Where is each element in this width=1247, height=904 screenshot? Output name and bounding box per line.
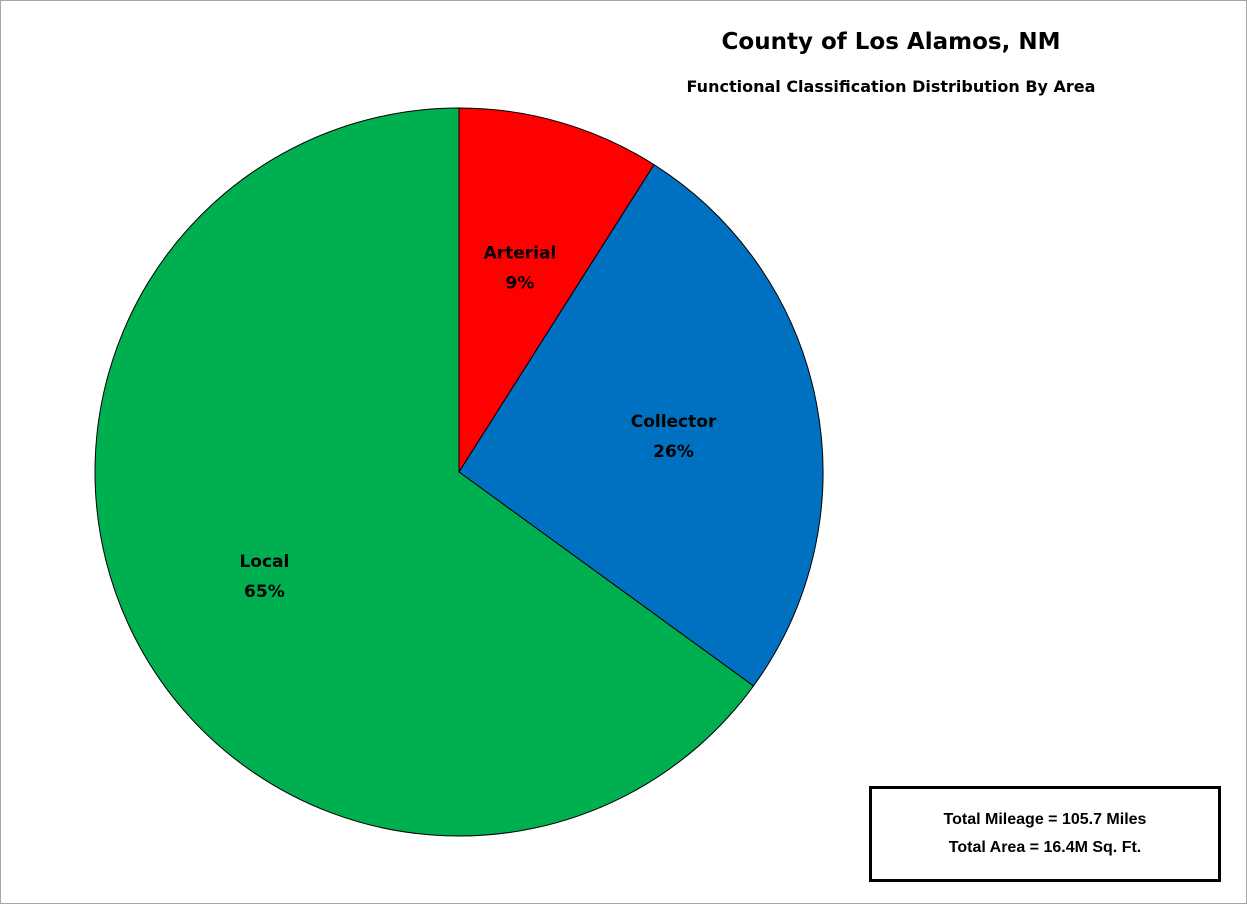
pie-slice-local — [94, 107, 755, 837]
chart-subtitle: Functional Classification Distribution B… — [686, 77, 1096, 96]
slice-label-local-name: Local — [239, 552, 289, 572]
slice-label-arterial-percent: 9% — [505, 273, 534, 293]
pie-slice-arterial — [458, 107, 655, 474]
slice-label-collector-percent: 26% — [653, 442, 694, 462]
chart-title: County of Los Alamos, NM — [721, 29, 1061, 55]
pie-slice-collector — [458, 163, 824, 687]
totals-annotation-box: Total Mileage = 105.7 Miles Total Area =… — [869, 786, 1221, 882]
total-area-text: Total Area = 16.4M Sq. Ft. — [948, 839, 1142, 856]
slice-label-collector-name: Collector — [631, 412, 717, 432]
total-mileage-text: Total Mileage = 105.7 Miles — [943, 811, 1147, 828]
slice-label-local-percent: 65% — [244, 582, 285, 602]
slice-label-arterial-name: Arterial — [484, 243, 557, 263]
